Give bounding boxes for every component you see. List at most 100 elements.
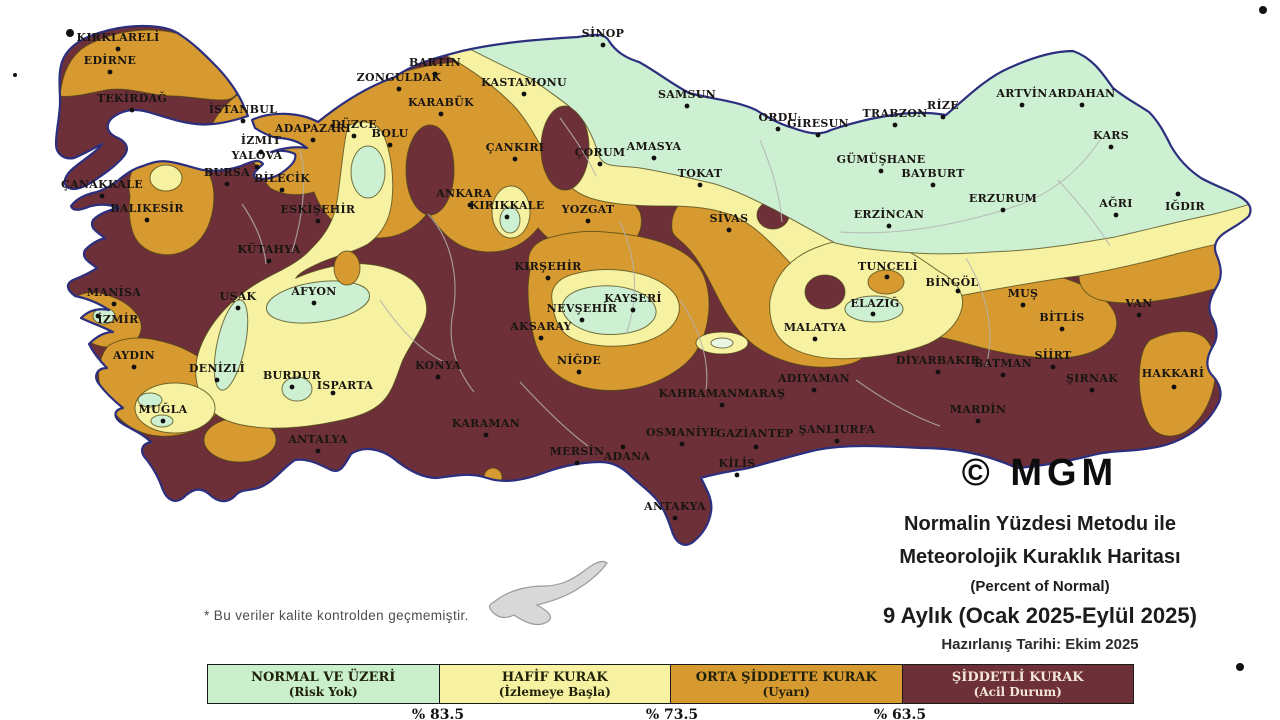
city-label: TRABZON [863, 107, 928, 120]
legend-cell-severe: ŞİDDETLİ KURAK (Acil Durum) [901, 665, 1133, 703]
city-label: BİLECİK [254, 171, 310, 185]
city-label: SİVAS [710, 211, 749, 225]
city-label: ZONGULDAK [357, 71, 442, 84]
city-label: YOZGAT [561, 203, 615, 216]
city-label: GİRESUN [787, 116, 849, 130]
city-dot [1089, 387, 1095, 393]
city-dot [504, 214, 510, 220]
city-label: UŞAK [220, 290, 257, 303]
city-label: ÇORUM [575, 146, 626, 159]
city-dot [311, 300, 317, 306]
city-label: ARDAHAN [1048, 87, 1116, 100]
city-dot [1000, 372, 1006, 378]
city-label: ERZURUM [969, 192, 1037, 205]
city-label: GAZİANTEP [716, 426, 793, 440]
city-dot [129, 107, 135, 113]
city-label: EDİRNE [84, 53, 136, 67]
city-label: RİZE [927, 98, 959, 112]
city-dot [574, 460, 580, 466]
city-label: BURDUR [263, 369, 322, 382]
city-label: YALOVA [231, 149, 283, 162]
city-label: TEKİRDAĞ [97, 91, 167, 105]
city-label: MANİSA [87, 285, 141, 299]
city-label: BARTIN [409, 56, 461, 69]
city-dot [99, 193, 105, 199]
city-dot [600, 42, 606, 48]
city-dot [144, 217, 150, 223]
city-label: ERZİNCAN [854, 207, 925, 221]
city-label: BURSA [204, 166, 250, 179]
city-dot [387, 142, 393, 148]
city-label: KARS [1093, 129, 1129, 142]
city-label: AFYON [290, 285, 336, 298]
title-line-5: Hazırlanış Tarihi: Ekim 2025 [941, 636, 1139, 653]
city-dot [672, 515, 678, 521]
city-label: KİLİS [718, 456, 755, 470]
city-label: BAYBURT [901, 167, 965, 180]
title-block: Normalin Yüzdesi Metodu ile Meteorolojik… [855, 508, 1225, 658]
city-label: TOKAT [678, 167, 723, 180]
city-dot [521, 91, 527, 97]
city-dot [1059, 326, 1065, 332]
city-dot [576, 369, 582, 375]
city-label: ÇANAKKALE [61, 178, 143, 191]
city-dot [224, 181, 230, 187]
legend-sublabel: (İzlemeye Başla) [498, 684, 611, 699]
city-dot [95, 313, 101, 319]
city-dot [438, 111, 444, 117]
cyprus-outline [488, 560, 608, 626]
city-label: İZMİT [241, 133, 282, 147]
city-dot [289, 384, 295, 390]
city-label: ADANA [603, 450, 651, 463]
city-dot [1079, 102, 1085, 108]
city-label: AMASYA [626, 140, 682, 153]
city-label: GÜMÜŞHANE [837, 152, 926, 166]
city-label: KIRŞEHİR [514, 259, 582, 273]
city-label: DÜZCE [331, 117, 377, 131]
city-layer: KIRKLARELİ EDİRNE TEKİRDAĞ İSTANBUL YALOVA İZ… [61, 26, 1205, 521]
city-label: AYDIN [112, 349, 155, 362]
city-dot [679, 441, 685, 447]
city-dot [235, 305, 241, 311]
city-dot [579, 317, 585, 323]
legend-sublabel: (Risk Yok) [288, 684, 358, 699]
city-dot [734, 472, 740, 478]
title-line-4: 9 Aylık (Ocak 2025-Eylül 2025) [883, 603, 1197, 628]
city-label: İZMİR [97, 312, 139, 326]
city-dot [878, 168, 884, 174]
city-dot [1050, 364, 1056, 370]
city-label: SİİRT [1035, 348, 1072, 362]
city-dot [930, 182, 936, 188]
city-dot [1171, 384, 1177, 390]
city-label: KÜTAHYA [237, 242, 300, 256]
city-label: ESKİŞEHİR [281, 202, 356, 216]
city-dot [483, 432, 489, 438]
legend-sublabel: (Acil Durum) [973, 684, 1062, 699]
city-label: ADAPAZARI [274, 122, 351, 135]
city-dot [975, 418, 981, 424]
city-dot [1000, 207, 1006, 213]
city-label: OSMANİYE [646, 425, 718, 439]
city-label: TUNCELİ [858, 259, 918, 273]
legend-label: ŞİDDETLİ KURAK [951, 669, 1084, 685]
legend-label: HAFİF KURAK [501, 669, 608, 685]
city-dot [396, 86, 402, 92]
city-label: ANKARA [435, 187, 492, 200]
city-dot [330, 390, 336, 396]
city-label: BOLU [371, 127, 408, 140]
city-dot [753, 444, 759, 450]
city-dot [585, 218, 591, 224]
registration-dots [13, 6, 1267, 671]
city-dot [115, 46, 121, 52]
city-label: İSTANBUL [209, 102, 277, 116]
city-label: ŞANLIURFA [799, 423, 876, 436]
city-dot [726, 227, 732, 233]
city-dot [131, 364, 137, 370]
city-dot [545, 275, 551, 281]
city-dot [935, 369, 941, 375]
city-label: NİĞDE [557, 353, 601, 367]
city-dot [240, 118, 246, 124]
city-dot [697, 182, 703, 188]
city-dot [538, 335, 544, 341]
